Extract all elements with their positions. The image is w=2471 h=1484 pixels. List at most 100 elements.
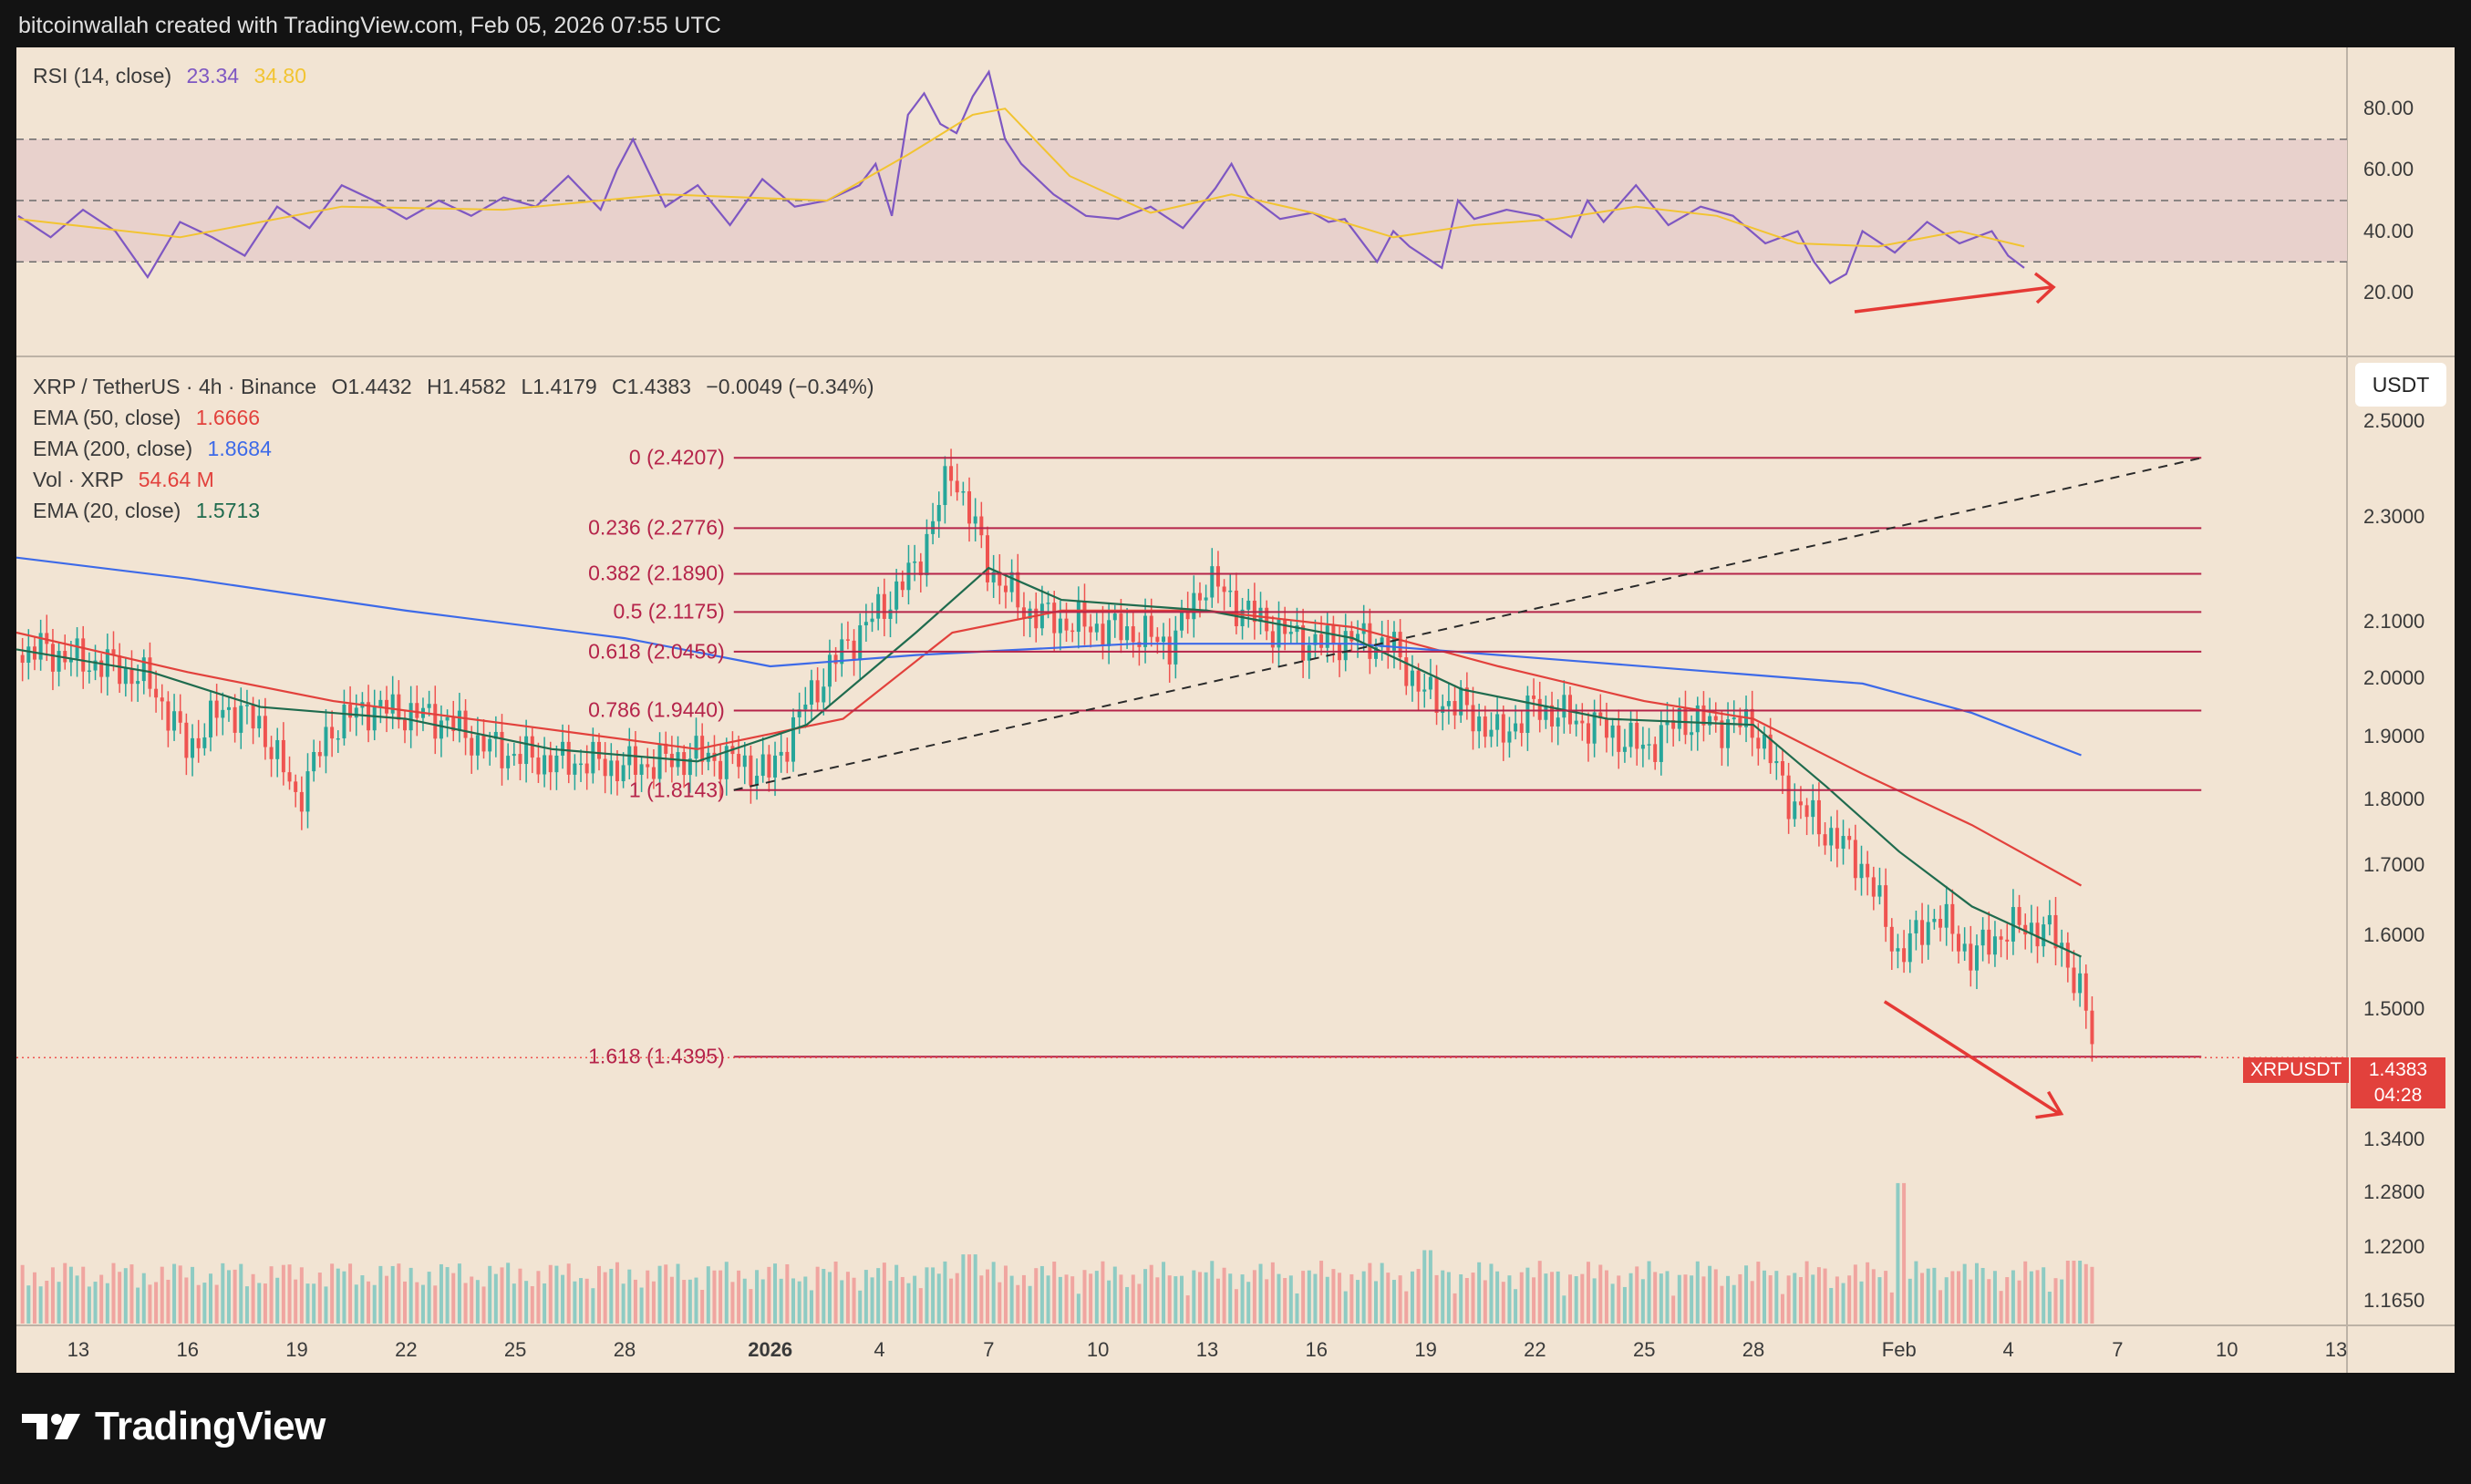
- candle-body: [20, 654, 25, 664]
- candle-body: [166, 701, 171, 731]
- volume-bar: [196, 1284, 201, 1324]
- volume-bar: [1701, 1276, 1706, 1324]
- time-axis-tick: Feb: [1881, 1338, 1917, 1361]
- volume-bar: [785, 1263, 790, 1324]
- volume-bar: [1446, 1272, 1451, 1324]
- candle-body: [1477, 716, 1482, 732]
- candle-body: [317, 751, 322, 757]
- volume-bar: [1489, 1263, 1494, 1324]
- volume-bar: [724, 1262, 729, 1324]
- candle-body: [172, 711, 177, 731]
- volume-bar: [1162, 1262, 1166, 1324]
- candle-body: [1076, 602, 1080, 633]
- volume-bar: [1628, 1273, 1633, 1324]
- candle-body: [221, 709, 225, 718]
- candle-body: [1246, 600, 1251, 610]
- candle-body: [1270, 631, 1275, 648]
- candle-body: [1974, 945, 1979, 971]
- candle-body: [1568, 695, 1572, 725]
- candle-body: [724, 746, 729, 779]
- candle-body: [1107, 620, 1111, 646]
- rsi-value: 23.34: [186, 64, 240, 88]
- volume-bar: [1969, 1279, 1973, 1324]
- candle-body: [1750, 708, 1754, 738]
- volume-bar: [719, 1270, 723, 1324]
- ema200-value: 1.8684: [207, 437, 272, 460]
- volume-bar: [1234, 1289, 1238, 1324]
- candle-body: [1550, 705, 1555, 727]
- volume-bar: [694, 1277, 698, 1324]
- volume-bar: [68, 1266, 73, 1324]
- candle-body: [1277, 619, 1281, 648]
- volume-bar: [1635, 1266, 1639, 1324]
- candle-body: [518, 754, 522, 765]
- volume-bar: [1246, 1282, 1251, 1324]
- time-axis-tick: 22: [1524, 1338, 1546, 1361]
- candle-body: [45, 633, 49, 644]
- volume-bar: [1556, 1271, 1560, 1324]
- volume-bar: [1665, 1271, 1670, 1324]
- candle-body: [214, 700, 219, 718]
- candle-body: [755, 776, 760, 786]
- volume-bar: [294, 1279, 298, 1324]
- candle-body: [397, 694, 401, 720]
- candle-body: [1671, 720, 1676, 729]
- candle-body: [1537, 698, 1542, 720]
- volume-bar: [184, 1277, 189, 1324]
- candle-body: [1197, 593, 1202, 601]
- candle-body: [845, 639, 850, 641]
- candle-body: [1866, 863, 1870, 878]
- time-axis-tick: 10: [2215, 1338, 2238, 1361]
- candle-body: [1307, 644, 1311, 661]
- candle-body: [1804, 805, 1809, 818]
- volume-bar: [1137, 1283, 1142, 1324]
- volume-bar: [360, 1275, 365, 1324]
- ema20-line: [16, 566, 2082, 958]
- candle-body: [876, 593, 881, 619]
- volume-bar: [1884, 1271, 1888, 1324]
- fib-level-label: 0 (2.4207): [628, 445, 725, 469]
- volume-bar: [1647, 1261, 1651, 1324]
- volume-bar: [1592, 1278, 1597, 1324]
- volume-bar: [2047, 1292, 2052, 1324]
- volume-bar: [566, 1263, 571, 1324]
- candle-body: [433, 704, 438, 739]
- candle-body: [141, 657, 146, 682]
- chart-canvas[interactable]: [16, 47, 2455, 1373]
- candle-body: [136, 681, 140, 685]
- currency-unit-badge[interactable]: USDT: [2355, 363, 2446, 407]
- volume-bar: [1586, 1262, 1590, 1324]
- candle-body: [2042, 924, 2046, 947]
- candle-body: [1926, 922, 1930, 945]
- time-axis-tick: 19: [285, 1338, 308, 1361]
- candle-body: [184, 722, 189, 758]
- candle-body: [719, 760, 723, 779]
- volume-bar: [639, 1287, 644, 1324]
- volume-bar: [1507, 1275, 1512, 1324]
- volume-bar: [597, 1265, 601, 1324]
- candle-body: [1786, 775, 1791, 819]
- candle-body: [2017, 907, 2021, 925]
- volume-bar: [1537, 1261, 1542, 1324]
- volume-bar: [961, 1254, 966, 1324]
- volume-bar: [1896, 1182, 1900, 1324]
- candle-body: [1574, 720, 1578, 725]
- candle-body: [936, 505, 941, 521]
- volume-bar: [1240, 1274, 1245, 1324]
- candle-body: [657, 743, 662, 779]
- candle-body: [403, 719, 407, 731]
- candle-body: [1726, 719, 1731, 748]
- volume-bar: [888, 1281, 893, 1324]
- candle-body: [664, 743, 668, 754]
- candle-body: [815, 680, 820, 703]
- volume-bar: [1829, 1287, 1834, 1324]
- volume-bar: [991, 1262, 996, 1324]
- candle-body: [87, 670, 91, 673]
- candle-body: [324, 727, 328, 757]
- price-axis-tick: 2.0000: [2363, 665, 2425, 689]
- volume-bar: [299, 1267, 304, 1324]
- volume-bar: [348, 1263, 353, 1324]
- tradingview-logo[interactable]: TradingView: [20, 1404, 326, 1449]
- price-axis-tick: 1.9000: [2363, 725, 2425, 748]
- candle-body: [797, 709, 801, 717]
